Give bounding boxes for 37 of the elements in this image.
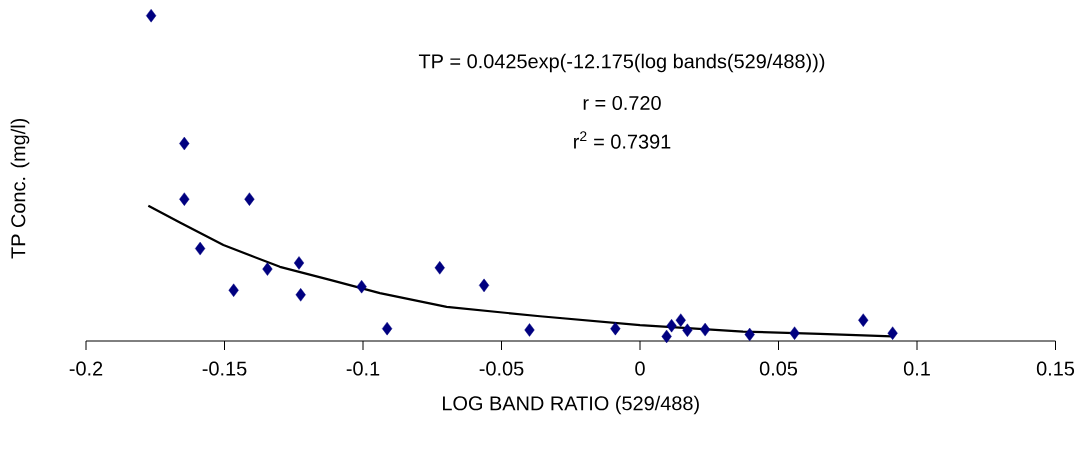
point [195, 241, 206, 256]
annotation: r$^{2}$ = 0.7391 [574, 131, 671, 149]
x-tick-label: -0.1 [346, 361, 380, 376]
annotation: r = 0.720 [583, 95, 661, 111]
point [661, 329, 672, 344]
point [382, 321, 393, 336]
point [858, 313, 869, 327]
point [524, 323, 535, 337]
point [434, 261, 445, 275]
x-tick-label: -0.05 [479, 361, 524, 376]
x-axis-title: LOG BAND RATIO (529/488) [443, 395, 699, 415]
point [179, 192, 190, 206]
x-tick-label: -0.2 [69, 361, 103, 376]
point [666, 319, 677, 333]
x-tick-label: 0 [635, 361, 645, 376]
point [682, 323, 693, 337]
point [244, 192, 255, 206]
x-tick-label: 0.1 [903, 361, 930, 376]
point [146, 9, 157, 23]
x-tick-label: 0.15 [1036, 361, 1075, 376]
point [789, 326, 800, 340]
point [179, 136, 190, 151]
x-tick-label: -0.15 [202, 361, 247, 376]
point [744, 327, 755, 342]
point [700, 322, 711, 337]
annotation: TP = 0.0425exp(-12.175(log bands(529/488))) [418, 53, 825, 73]
point [228, 283, 239, 297]
point [295, 288, 306, 302]
x-tick-label: 0.05 [759, 361, 798, 376]
point [478, 278, 490, 293]
point [887, 326, 898, 340]
y-axis-title: TP Conc. (mg/l) [10, 118, 30, 259]
point [610, 321, 621, 336]
point [675, 313, 686, 327]
point [293, 256, 305, 270]
point [262, 262, 273, 276]
point [356, 279, 367, 294]
